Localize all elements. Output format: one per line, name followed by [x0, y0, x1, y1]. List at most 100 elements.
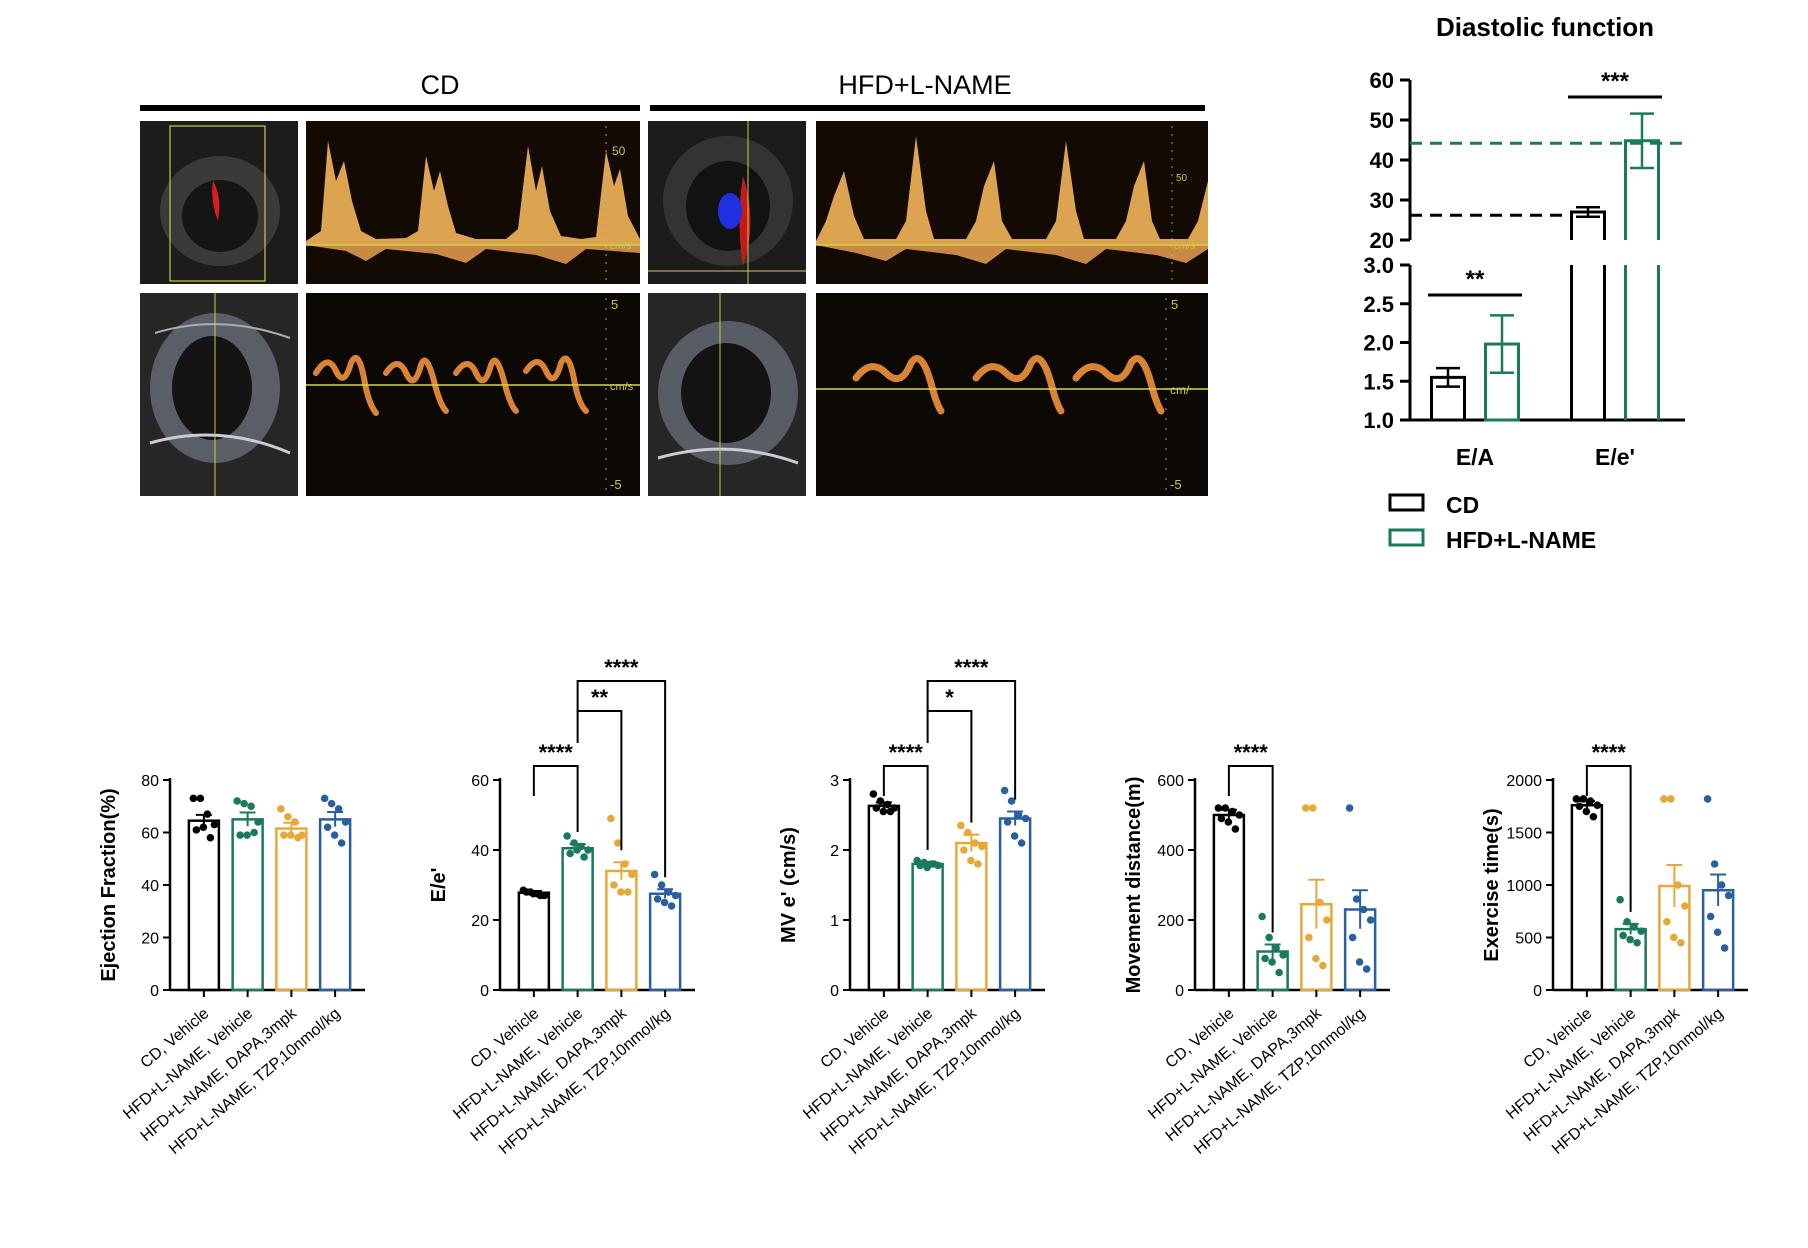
significance-bracket: [926, 680, 1017, 800]
data-point: [1362, 965, 1371, 973]
data-point: [330, 831, 339, 839]
diastolic-function-chart: Diastolic function 20 30 40 50 60 1.0 1.5 2.0 2.5…: [1363, 12, 1685, 553]
data-point: [886, 807, 895, 816]
significance-label: *: [945, 685, 954, 710]
lower-tick-label: 1.0: [1363, 408, 1394, 433]
data-point: [1007, 797, 1016, 805]
data-point: [621, 860, 629, 868]
data-point: [277, 805, 285, 813]
data-point: [1010, 832, 1019, 840]
bar-3: [318, 818, 352, 992]
significance-bracket: [926, 710, 973, 823]
data-point: [206, 833, 215, 842]
data-point: [1017, 839, 1026, 847]
data-point: [1660, 795, 1668, 803]
data-point: [580, 853, 588, 861]
data-point: [1579, 795, 1588, 803]
y-tick-label: 0: [830, 983, 839, 1000]
data-point: [1348, 933, 1357, 942]
data-point: [879, 807, 888, 816]
data-point: [1217, 814, 1226, 823]
bar-1: [561, 847, 594, 992]
data-point: [607, 814, 615, 823]
data-point: [1667, 795, 1675, 803]
bar-1: [911, 862, 944, 992]
data-point: [284, 812, 292, 821]
data-point: [1677, 938, 1685, 947]
data-point: [1323, 916, 1331, 924]
legend-swatch: [1388, 493, 1425, 512]
data-point: [1589, 812, 1598, 821]
data-point: [536, 891, 545, 900]
data-point: [199, 823, 208, 832]
data-point: [1275, 968, 1283, 977]
data-point: [1312, 954, 1320, 963]
significance-bracket: [576, 710, 623, 851]
bar-3: [998, 817, 1032, 992]
data-point: [287, 831, 295, 839]
data-point: [974, 860, 982, 868]
significance-label: ****: [889, 740, 924, 765]
bar-2: [275, 827, 308, 992]
data-point: [1000, 786, 1009, 795]
y-tick-label: 1500: [1506, 826, 1542, 843]
data-point: [291, 818, 299, 826]
hfd-color-doppler-image: [648, 121, 806, 284]
y-tick-label: 400: [1157, 843, 1184, 860]
data-point: [1630, 923, 1638, 931]
significance-label: ***: [1601, 68, 1630, 95]
data-point: [1221, 804, 1230, 812]
legend-label: CD: [1446, 492, 1479, 518]
y-tick-label: 1: [830, 913, 839, 930]
data-point: [341, 818, 350, 826]
lower-tick-label: 1.5: [1363, 369, 1394, 394]
cd-top-scale-unit: cm/s: [610, 241, 631, 252]
bar-1: [231, 818, 264, 992]
data-point: [1345, 804, 1354, 812]
data-point: [1014, 811, 1023, 819]
upper-tick-label: 60: [1370, 68, 1394, 93]
data-point: [250, 828, 258, 837]
significance-bracket: [1585, 765, 1632, 912]
data-point: [617, 888, 625, 896]
data-point: [653, 895, 662, 903]
data-point: [1582, 807, 1591, 816]
data-point: [1224, 818, 1233, 826]
data-point: [1309, 804, 1317, 812]
data-point: [1681, 902, 1689, 910]
data-point: [1706, 912, 1715, 921]
data-point: [203, 810, 212, 818]
upper-tick-label: 40: [1370, 148, 1394, 173]
legend-swatch: [1388, 528, 1425, 547]
data-point: [1586, 797, 1595, 805]
data-point: [573, 846, 581, 854]
data-point: [610, 881, 618, 889]
hfd-bottom-scale-min: -5: [1170, 477, 1182, 492]
hfd-top-scale-max: 50: [1176, 173, 1188, 184]
data-point: [1258, 912, 1266, 921]
data-point: [964, 828, 972, 837]
significance-label: ****: [604, 655, 639, 680]
data-point: [1703, 795, 1712, 803]
bar-lower-HFD+L-NAME-E/e': [1624, 265, 1660, 420]
cd-bottom-scale-max: 5: [611, 297, 618, 312]
significance-bracket: [1227, 765, 1274, 933]
cd-bmode-image: [140, 293, 298, 496]
data-point: [1359, 905, 1368, 914]
data-point: [1355, 958, 1364, 966]
data-point: [1272, 944, 1280, 952]
significance-label: **: [1466, 266, 1485, 293]
data-point: [566, 849, 574, 858]
data-point: [529, 889, 538, 898]
data-point: [192, 826, 201, 834]
data-point: [196, 794, 205, 803]
data-point: [563, 832, 571, 840]
group-title-hfd: HFD+L-NAME: [838, 70, 1012, 100]
data-point: [584, 846, 592, 854]
data-point: [1670, 933, 1678, 942]
data-point: [671, 891, 680, 900]
data-point: [233, 797, 241, 805]
cd-tissue-doppler-image: 5 cm/s -5: [306, 293, 640, 496]
